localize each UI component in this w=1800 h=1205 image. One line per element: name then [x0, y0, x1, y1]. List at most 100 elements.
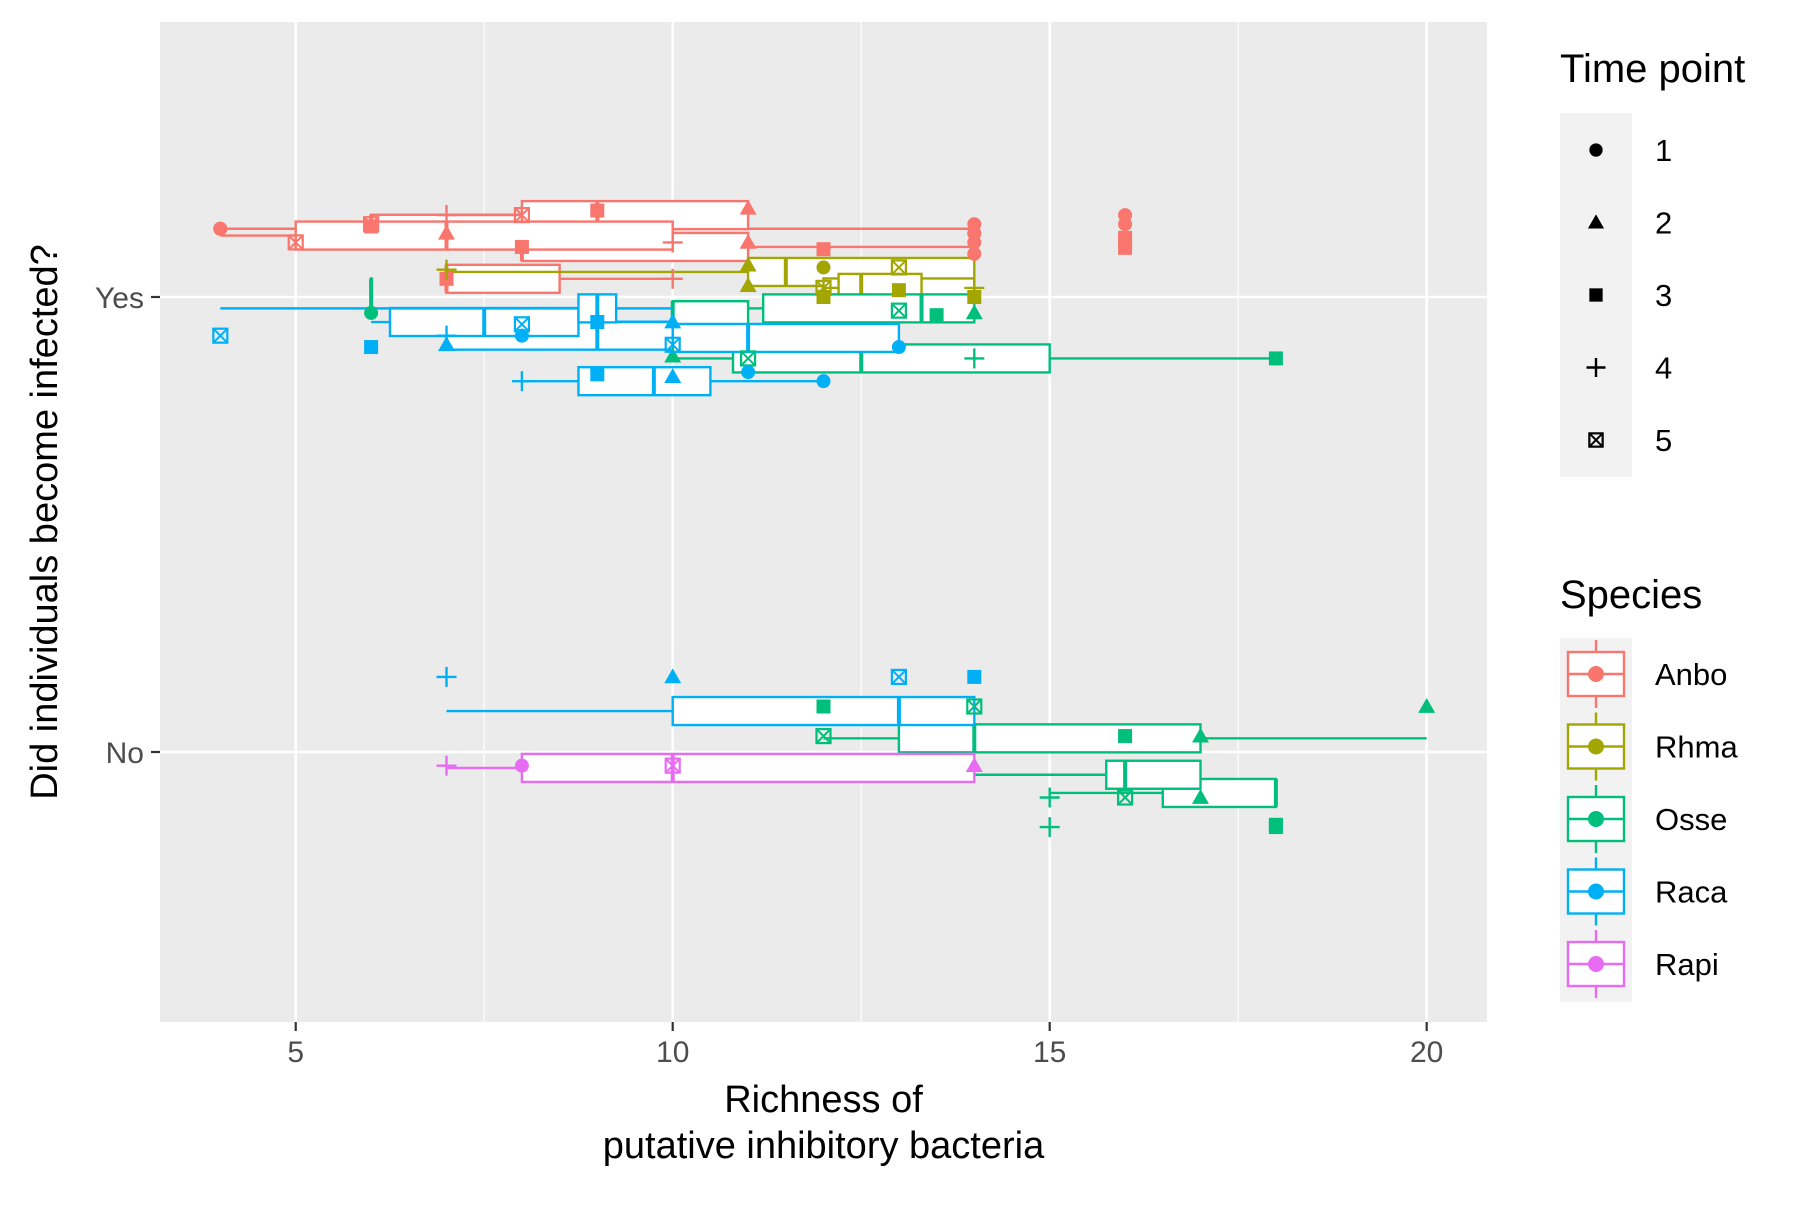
- data-point-rhma-t2: [739, 256, 757, 272]
- data-point-raca-t5: [212, 327, 229, 344]
- data-point-osse-t2-triangle: [1191, 789, 1209, 804]
- data-point-osse-t2-triangle: [1191, 727, 1209, 743]
- legend-species-label: Rapi: [1655, 947, 1719, 982]
- box-iqr: [1105, 759, 1202, 790]
- box-no-osse-t4: [974, 759, 1202, 790]
- data-point-rhma-t5: [890, 259, 907, 276]
- box-point: [1118, 240, 1133, 255]
- data-point-rhma-t3: [816, 290, 831, 304]
- data-point-osse-t5-cross-b: [815, 728, 832, 744]
- legend-time-point-title: Time point: [1560, 47, 1745, 91]
- data-point-osse-t1-circle: [364, 305, 379, 320]
- data-point-anbo-t5-cross-b: [514, 207, 530, 223]
- data-point-rhma-t3-square: [891, 283, 906, 298]
- data-point-anbo-t5-cross-b: [288, 234, 304, 251]
- data-point-anbo-t2: [739, 199, 757, 215]
- data-point-anbo-t1-circle: [213, 221, 228, 236]
- data-point-raca-t3-square: [364, 340, 379, 355]
- box-iqr: [445, 263, 561, 294]
- data-point-anbo-t1: [967, 235, 982, 250]
- legend-species-label: Raca: [1655, 875, 1728, 910]
- data-point-anbo-t3: [816, 242, 831, 257]
- data-point-osse-t3: [816, 699, 831, 714]
- data-point-rhma-t1-circle: [816, 260, 831, 275]
- data-point-rhma-t5-cross-b: [891, 259, 907, 276]
- data-point-osse-t5-box: [1116, 789, 1134, 806]
- data-point-osse-t5: [1116, 789, 1134, 806]
- data-point-raca-t5-cross-b: [891, 669, 907, 685]
- data-point-anbo-t3-square: [816, 242, 831, 257]
- data-point-anbo-t2: [438, 224, 456, 240]
- data-point-raca-t5-cross-b: [514, 316, 530, 333]
- legend-time-point: Time point 1 2 3 4 5: [1560, 47, 1745, 477]
- data-point-anbo-t1: [1118, 217, 1133, 232]
- data-point-anbo-t2-triangle: [739, 199, 757, 215]
- data-point-rhma-t5-box: [890, 259, 907, 276]
- data-point-raca-t1-circle: [816, 374, 831, 389]
- data-point-osse-t2: [664, 347, 682, 363]
- legend-shape-boxcross-box: [1588, 432, 1604, 448]
- x-axis-title-line: putative inhibitory bacteria: [603, 1125, 1045, 1167]
- legend-key-rapi: [1566, 930, 1626, 998]
- data-point-rhma-t3: [891, 283, 906, 298]
- legend-key-point: [1588, 883, 1604, 900]
- data-point-osse-t2: [1191, 727, 1209, 743]
- legend-key-point: [1588, 956, 1604, 972]
- data-point-anbo-t2-triangle: [438, 224, 456, 240]
- box-point-square: [1118, 240, 1133, 255]
- legend-shape-boxcross: [1588, 432, 1604, 448]
- data-point-raca-t5-box: [212, 327, 229, 344]
- data-point-anbo-t4: [662, 232, 683, 253]
- data-point-raca-t1-circle: [741, 365, 756, 380]
- data-point-osse-t3: [929, 308, 944, 323]
- data-point-rapi-t5: [664, 757, 681, 774]
- data-point-raca-t4: [436, 325, 457, 346]
- data-point-rapi-t5-box: [664, 757, 681, 774]
- data-point-anbo-t1-circle: [1118, 217, 1133, 232]
- data-point-anbo-t5: [287, 234, 304, 251]
- data-point-osse-t3: [1268, 817, 1283, 832]
- data-point-rapi-t2: [965, 757, 983, 773]
- legend-shape-square: [1589, 288, 1603, 302]
- data-point-anbo-t3-square: [590, 203, 605, 218]
- data-point-anbo-t1-circle: [967, 235, 982, 250]
- data-point-osse-t5-box: [890, 302, 907, 319]
- data-point-osse-t3: [1118, 729, 1133, 744]
- data-point-osse-t5-box: [966, 698, 983, 715]
- data-point-osse-t2-triangle: [1418, 698, 1436, 713]
- legend-key-point: [1588, 738, 1604, 755]
- data-point-anbo-t4: [436, 205, 457, 226]
- data-point-osse-t2-triangle: [664, 347, 682, 363]
- data-point-osse-t5-box: [815, 727, 832, 745]
- plot-area: [160, 22, 1487, 1022]
- plot-panel: [160, 22, 1487, 1022]
- data-point-raca-t5-cross-b: [664, 337, 681, 353]
- data-point-raca-t5-box: [890, 668, 907, 686]
- data-point-anbo-t1: [967, 246, 982, 261]
- data-point-raca-t5: [890, 668, 907, 686]
- data-point-osse-t5: [815, 727, 832, 745]
- data-points: [212, 199, 1436, 838]
- x-axis-title-line: Richness of: [724, 1079, 923, 1121]
- y-axis-title: Did individuals become infected?: [24, 244, 66, 800]
- data-point-raca-t3: [364, 340, 379, 355]
- data-point-anbo-t4: [662, 268, 683, 289]
- legend-key-raca: [1566, 857, 1626, 926]
- data-point-raca-t2: [664, 668, 682, 684]
- x-tick-label: 20: [1410, 1036, 1443, 1069]
- data-point-raca-t3-square: [590, 367, 605, 382]
- legend-key-point: [1588, 666, 1604, 682]
- data-point-raca-t4: [511, 371, 532, 392]
- legend-shape-triangle-triangle: [1587, 214, 1605, 229]
- data-point-osse-t5: [966, 698, 983, 715]
- legend-time-label: 3: [1655, 278, 1672, 313]
- data-point-raca-t5-box: [513, 316, 531, 333]
- legend-shape-circle: [1589, 143, 1603, 157]
- data-point-raca-t2-triangle: [664, 668, 682, 684]
- data-point-osse-t5-cross-b: [966, 698, 983, 715]
- legend-key-osse: [1566, 785, 1626, 853]
- box-iqr: [520, 752, 976, 784]
- data-point-osse-t2: [965, 304, 983, 320]
- legend-time-label: 1: [1655, 133, 1672, 168]
